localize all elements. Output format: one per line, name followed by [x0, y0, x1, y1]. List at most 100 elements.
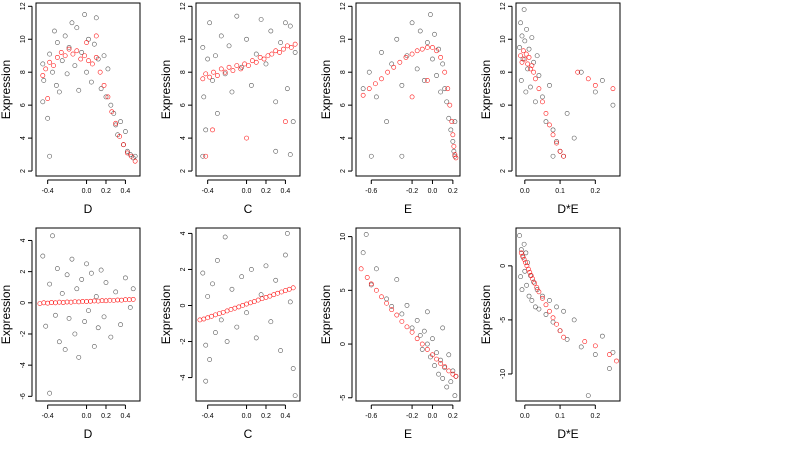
data-point-red	[220, 309, 226, 315]
data-point-black	[525, 66, 531, 72]
data-point-black	[253, 51, 259, 57]
data-point-black	[532, 99, 538, 105]
data-point-red	[614, 358, 619, 364]
data-point-black	[529, 298, 535, 303]
data-point-black	[203, 342, 209, 348]
data-point-black	[524, 282, 529, 288]
data-point-red	[519, 59, 525, 65]
y-axis-label: Expression	[0, 60, 13, 119]
x-tick-label: 0.2	[448, 188, 458, 195]
data-point-red	[424, 78, 430, 83]
data-point-red	[438, 360, 444, 366]
y-tick-label: 12	[500, 2, 507, 10]
data-point-black	[436, 371, 441, 377]
y-tick-label: 4	[500, 136, 507, 140]
data-point-red	[80, 299, 86, 304]
x-tick-label: 0.0	[242, 413, 252, 420]
data-point-black	[118, 322, 123, 328]
data-point-red	[399, 319, 405, 324]
data-point-black	[360, 250, 366, 256]
data-point-black	[547, 82, 552, 88]
data-point-red	[524, 263, 530, 269]
x-axis-label: D	[84, 427, 93, 441]
data-point-red	[394, 312, 400, 318]
y-tick-label: 2	[180, 267, 187, 271]
data-point-black	[373, 94, 379, 100]
data-point-black	[526, 293, 532, 299]
data-point-red	[419, 46, 425, 52]
data-point-red	[430, 45, 435, 50]
data-point-red	[360, 92, 366, 98]
data-point-black	[40, 99, 46, 105]
data-point-red	[543, 110, 549, 116]
data-point-black	[278, 348, 283, 353]
data-point-black	[440, 325, 446, 331]
data-point-black	[610, 102, 616, 108]
y-tick-label: 4	[20, 238, 27, 242]
data-point-black	[273, 277, 279, 283]
y-tick-label: 0	[180, 303, 187, 307]
y-axis-label: Expression	[319, 285, 333, 344]
data-point-black	[54, 40, 60, 45]
data-point-black	[207, 20, 213, 26]
data-point-red	[403, 54, 409, 60]
data-point-black	[432, 363, 437, 368]
data-point-black	[540, 293, 545, 299]
y-tick-label: 12	[20, 2, 27, 10]
data-point-red	[526, 54, 532, 60]
data-point-red	[216, 311, 222, 316]
data-point-black	[113, 122, 119, 128]
y-tick-label: 8	[180, 70, 187, 74]
data-point-red	[449, 119, 455, 125]
data-point-black	[89, 79, 94, 85]
data-point-red	[279, 289, 284, 295]
data-point-black	[50, 69, 55, 75]
data-point-black	[284, 231, 290, 236]
y-tick-label: 6	[20, 103, 27, 107]
data-point-red	[534, 285, 540, 290]
y-axis-label: Expression	[319, 60, 333, 119]
data-point-red	[283, 288, 288, 293]
x-axis-label: D	[84, 202, 93, 216]
data-point-black	[108, 334, 114, 340]
data-point-black	[430, 56, 435, 62]
data-point-red	[540, 99, 545, 105]
data-point-black	[56, 89, 62, 95]
x-axis-label: E	[404, 202, 412, 216]
y-axis-label: Expression	[159, 60, 173, 119]
x-tick-label: 0.0	[82, 188, 92, 195]
x-tick-label: -0.6	[365, 413, 377, 420]
data-point-black	[523, 250, 529, 256]
x-tick-label: 0.2	[261, 188, 271, 195]
data-point-black	[213, 330, 218, 335]
y-tick-label: 6	[500, 103, 507, 107]
data-point-black	[101, 53, 107, 59]
data-point-red	[103, 298, 109, 304]
panel-3: -0.6 -0.2 0.0 0.2 2 4 6 8 10 12 E Expression	[319, 2, 461, 216]
data-point-red	[211, 69, 216, 75]
data-point-red	[45, 300, 51, 306]
data-point-red	[78, 56, 84, 62]
data-point-black	[82, 12, 87, 17]
y-axis-label: Expression	[479, 60, 493, 119]
data-point-black	[84, 69, 89, 75]
x-tick-label: -0.6	[365, 188, 377, 195]
data-point-black	[450, 138, 456, 144]
data-point-red	[379, 294, 384, 300]
data-point-black	[200, 153, 206, 159]
x-tick-label: 0.4	[281, 413, 291, 420]
data-point-black	[417, 333, 423, 338]
data-point-red	[554, 140, 559, 146]
data-point-black	[258, 292, 264, 298]
data-point-red	[230, 68, 236, 73]
data-point-black	[554, 304, 559, 310]
data-point-black	[123, 129, 128, 134]
data-point-red	[366, 86, 372, 92]
data-point-red	[257, 54, 263, 60]
data-point-black	[108, 102, 114, 108]
data-point-black	[519, 33, 525, 39]
y-tick-label: 10	[340, 233, 347, 241]
data-point-black	[599, 333, 605, 339]
data-point-red	[56, 299, 62, 305]
